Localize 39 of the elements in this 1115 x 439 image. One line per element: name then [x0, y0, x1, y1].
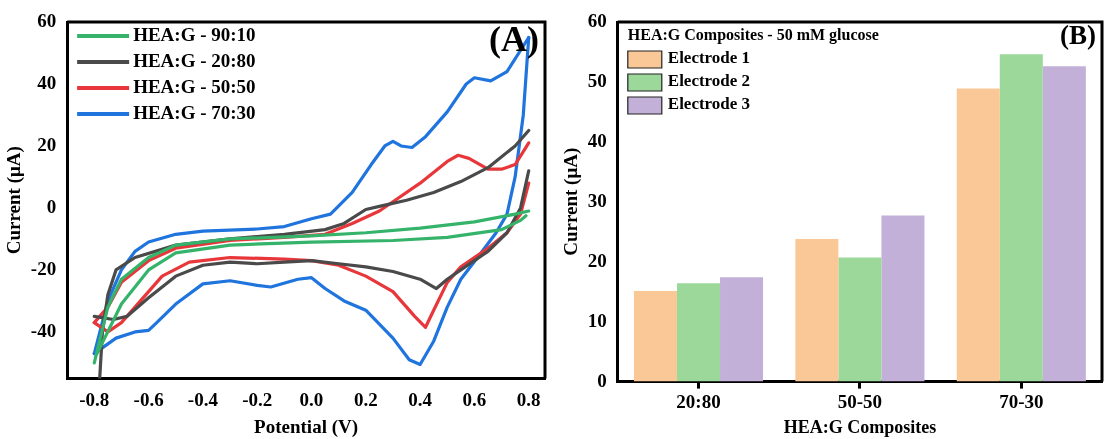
y-tick-label: 0	[46, 195, 57, 217]
y-tick-label: 50	[587, 69, 607, 91]
x-tick-label: 0.6	[462, 388, 487, 410]
x-tick-label: 70-30	[999, 390, 1044, 412]
legend-label: HEA:G - 70:30	[133, 101, 256, 123]
y-tick-label: 40	[587, 129, 607, 151]
y-axis-title: Current (μA)	[560, 147, 583, 256]
y-tick-label: 40	[37, 71, 57, 93]
y-tick-label: 20	[37, 133, 57, 155]
legend-label: Electrode 3	[667, 94, 751, 114]
y-tick-label: 60	[37, 9, 57, 31]
y-tick-label: 20	[587, 249, 607, 271]
legend-label: Electrode 1	[667, 48, 751, 68]
x-tick-label: 0.2	[353, 388, 378, 410]
annotation: (B)	[1060, 20, 1096, 51]
annotation: (A)	[489, 19, 539, 60]
y-tick-label: 60	[587, 9, 607, 31]
x-axis-title: Potential (V)	[254, 415, 359, 438]
legend-label: HEA:G - 20:80	[133, 49, 256, 71]
x-tick-label: -0.2	[242, 388, 273, 410]
x-tick-label: 20:80	[676, 390, 721, 412]
y-tick-label: 30	[587, 189, 607, 211]
x-tick-label: 0.0	[299, 388, 324, 410]
y-tick-label: 10	[587, 309, 607, 331]
y-tick-label: -20	[30, 257, 57, 279]
x-tick-label: -0.6	[133, 388, 164, 410]
x-axis-title: HEA:G Composites	[783, 416, 937, 437]
x-tick-label: 0.4	[408, 388, 433, 410]
x-tick-label: -0.4	[187, 388, 219, 410]
y-axis-title: Current (μA)	[3, 146, 26, 255]
legend-label: Electrode 2	[667, 71, 751, 91]
legend-title: HEA:G Composites - 50 mM glucose	[627, 26, 879, 45]
x-tick-label: -0.8	[79, 388, 110, 410]
legend-label: HEA:G - 90:10	[133, 23, 256, 45]
y-tick-label: -40	[30, 319, 57, 341]
x-tick-label: 50-50	[837, 390, 883, 412]
x-tick-label: 0.8	[516, 388, 541, 410]
y-tick-label: 0	[597, 369, 607, 391]
legend-label: HEA:G - 50:50	[133, 75, 256, 97]
